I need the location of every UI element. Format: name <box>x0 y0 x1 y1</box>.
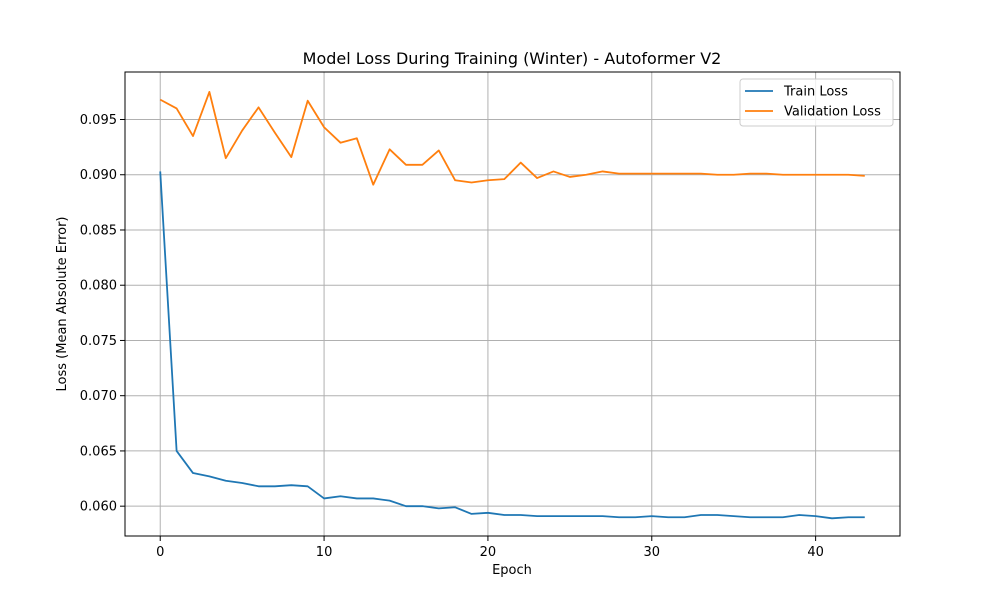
x-tick-label: 30 <box>643 545 660 560</box>
x-axis-label: Epoch <box>492 563 532 578</box>
legend-label-validation-loss: Validation Loss <box>784 105 881 120</box>
y-tick-label: 0.090 <box>80 168 117 183</box>
y-axis-ticks: 0.060 0.065 0.070 0.075 0.080 0.085 0.090 0.095 <box>80 113 125 515</box>
y-tick-label: 0.060 <box>80 500 117 515</box>
x-tick-label: 20 <box>480 545 497 560</box>
series-lines <box>159 90 865 520</box>
y-tick-label: 0.070 <box>80 389 117 404</box>
y-tick-label: 0.075 <box>80 334 117 349</box>
x-tick-label: 0 <box>156 545 164 560</box>
grid <box>125 72 900 536</box>
chart-title: Model Loss During Training (Winter) - Au… <box>303 49 722 68</box>
y-tick-label: 0.095 <box>80 113 117 128</box>
y-tick-label: 0.065 <box>80 444 117 459</box>
series-line-train-loss <box>159 171 865 520</box>
y-tick-label: 0.085 <box>80 223 117 238</box>
legend-label-train-loss: Train Loss <box>783 85 848 100</box>
legend: Train Loss Validation Loss <box>739 78 894 127</box>
y-tick-label: 0.080 <box>80 279 117 294</box>
x-tick-label: 40 <box>807 545 824 560</box>
y-axis-label: Loss (Mean Absolute Error) <box>55 217 70 392</box>
x-tick-label: 10 <box>316 545 333 560</box>
legend-box <box>739 78 894 127</box>
plot-frame <box>124 71 901 537</box>
series-line-validation-loss <box>159 90 865 186</box>
x-axis-ticks: 0 10 20 30 40 <box>156 536 824 560</box>
